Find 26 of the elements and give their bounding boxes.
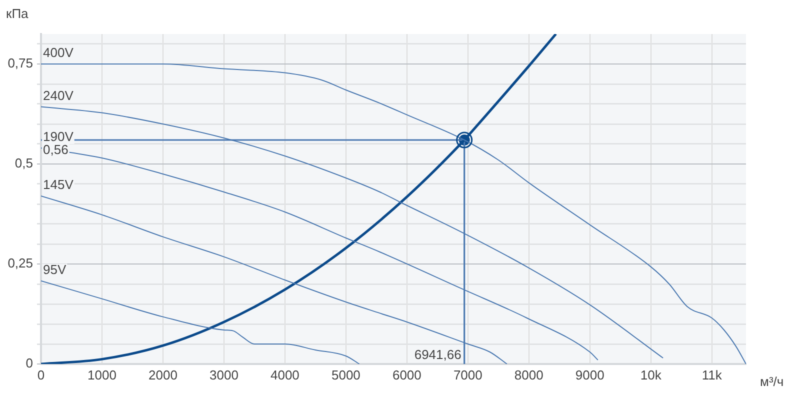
x-tick-label: 10k — [640, 367, 662, 382]
y-tick-label: 0 — [26, 356, 33, 371]
series-label: 95V — [43, 262, 66, 277]
y-tick-label: 0,5 — [14, 156, 33, 171]
x-tick-label: 2000 — [148, 367, 178, 382]
line-series — [41, 280, 360, 364]
x-tick-label: 8000 — [514, 367, 544, 382]
x-tick-label: 11k — [702, 367, 722, 382]
x-tick-label: 1000 — [88, 367, 116, 382]
annotation: 0,56 — [43, 142, 68, 158]
x-tick-label: 4000 — [270, 367, 300, 382]
x-tick-label: 7000 — [453, 367, 482, 382]
x-tick-label: 5000 — [331, 367, 360, 382]
x-tick-label: 3000 — [210, 367, 238, 382]
series-label: 145V — [43, 177, 74, 192]
x-axis-title: м³/ч — [760, 374, 784, 390]
y-tick-label: 0,75 — [8, 56, 33, 71]
series-label: 240V — [43, 88, 74, 103]
annotation: 6941,66 — [414, 347, 462, 362]
series-label: 400V — [43, 45, 74, 60]
x-tick-label: 9000 — [575, 367, 604, 382]
series-label: 190V — [43, 129, 74, 144]
y-tick-label: 0,25 — [8, 256, 33, 271]
y-axis-title: кПа — [6, 6, 30, 22]
x-tick-label: 0 — [37, 367, 45, 382]
x-tick-label: 6000 — [392, 367, 422, 382]
